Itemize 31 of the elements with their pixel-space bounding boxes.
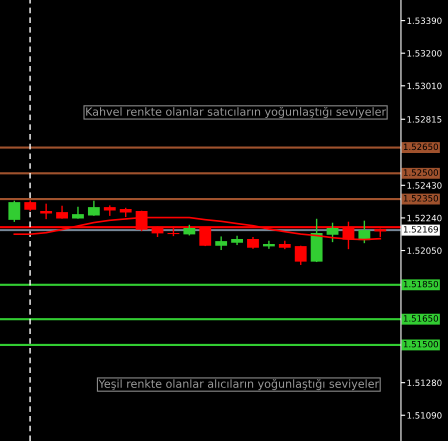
- candlestick: [24, 200, 36, 211]
- ref-line-label: 1.52650: [404, 144, 438, 150]
- y-tick-label: 1.52815: [407, 116, 442, 123]
- ref-line-label: 1.51500: [404, 340, 438, 348]
- ref-line-label: 1.52169: [404, 226, 438, 233]
- ref-line-label: 1.51650: [404, 315, 438, 322]
- candlestick: [247, 236, 259, 249]
- y-tick-label: 1.52050: [407, 247, 442, 254]
- candlestick: [72, 206, 84, 219]
- annotation: Yeşil renkte olanlar alıcıların yoğunlaştığı seviyeler: [98, 379, 380, 390]
- candlestick: [104, 205, 116, 216]
- y-tick-label: 1.52430: [407, 182, 442, 189]
- y-tick-label: 1.52240: [407, 214, 442, 222]
- candlestick: [326, 222, 338, 242]
- candlestick: [8, 200, 20, 222]
- candlestick: [215, 236, 228, 250]
- candlestick: [262, 240, 275, 249]
- candlestick: [40, 204, 52, 220]
- candlestick: [56, 206, 68, 219]
- candlestick: [294, 246, 307, 265]
- y-tick-label: 1.53010: [407, 82, 442, 90]
- y-tick-label: 1.53390: [407, 17, 442, 24]
- annotation: Kahvel renkte olanlar satıcıların yoğunlaştığı seviyeler: [86, 106, 386, 118]
- ref-line-label: 1.52350: [404, 195, 438, 202]
- ref-line-label: 1.51850: [404, 280, 438, 288]
- y-tick-label: 1.53200: [407, 50, 442, 57]
- y-tick-label: 1.51280: [407, 380, 442, 386]
- y-tick-label: 1.51090: [407, 412, 442, 419]
- candlestick: [183, 224, 196, 236]
- candlestick: [88, 200, 100, 216]
- ref-line-label: 1.52500: [404, 169, 438, 176]
